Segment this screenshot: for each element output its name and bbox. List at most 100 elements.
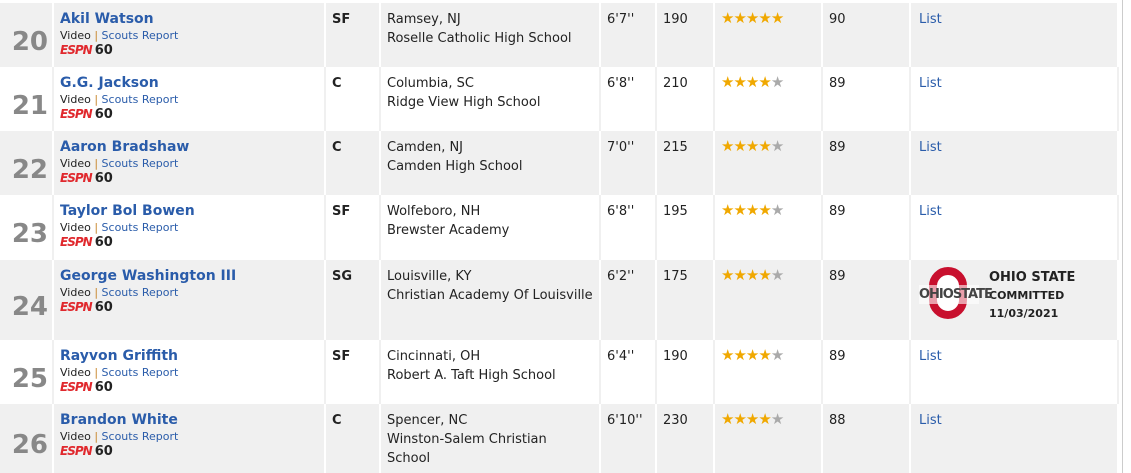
rank: 20 xyxy=(0,3,54,67)
sixty-text: 60 xyxy=(94,42,113,58)
espn-text: ESPN xyxy=(60,379,93,394)
scouts-report-link[interactable]: Scouts Report xyxy=(101,157,179,170)
video-link[interactable]: Video xyxy=(60,93,91,106)
player-name-link[interactable]: George Washington III xyxy=(60,268,237,284)
sixty-text: 60 xyxy=(94,443,113,459)
scouts-report-link[interactable]: Scouts Report xyxy=(101,430,179,443)
star-icon: ★ xyxy=(745,346,759,364)
weight: 215 xyxy=(656,131,715,195)
star-icon: ★ xyxy=(758,73,771,91)
espn-text: ESPN xyxy=(60,106,93,121)
star-icon: ★ xyxy=(733,266,746,284)
separator: | xyxy=(94,157,99,170)
player-name-link[interactable]: Rayvon Griffith xyxy=(60,348,178,364)
scouts-report-link[interactable]: Scouts Report xyxy=(101,221,179,234)
star-icon: ★ xyxy=(770,137,784,155)
table-row: 25 Rayvon Griffith Video | Scouts Report… xyxy=(0,340,1119,404)
height: 6'7'' xyxy=(600,3,657,67)
college-list-link[interactable]: List xyxy=(919,349,942,364)
sixty-text: 60 xyxy=(94,234,113,250)
height: 6'4'' xyxy=(600,340,657,404)
espn-text: ESPN xyxy=(60,170,93,185)
commit-status: COMMITTED xyxy=(989,288,1065,302)
rankings-table: 20 Akil Watson Video | Scouts Report ESP… xyxy=(0,3,1119,473)
separator: | xyxy=(94,286,99,299)
school-column: List xyxy=(910,340,1119,404)
star-icon: ★ xyxy=(721,346,734,364)
video-link[interactable]: Video xyxy=(60,430,91,443)
grade: 89 xyxy=(822,260,911,340)
video-link[interactable]: Video xyxy=(60,29,91,42)
scouts-report-link[interactable]: Scouts Report xyxy=(101,366,179,379)
table-row: 23 Taylor Bol Bowen Video | Scouts Repor… xyxy=(0,195,1119,260)
espn-text: ESPN xyxy=(60,299,93,314)
ohio-state-logo[interactable]: OHIOSTATE xyxy=(919,267,993,323)
table-row: 24 George Washington III Video | Scouts … xyxy=(0,260,1119,340)
star-icon: ★ xyxy=(733,410,746,428)
grade: 89 xyxy=(822,195,911,260)
star-icon: ★ xyxy=(733,137,746,155)
position: SG xyxy=(325,260,381,340)
star-icon: ★ xyxy=(745,201,759,219)
espn-text: ESPN xyxy=(60,234,93,249)
star-icon: ★ xyxy=(721,266,734,284)
college-list-link[interactable]: List xyxy=(919,140,942,155)
commit-date: 11/03/2021 xyxy=(989,306,1059,320)
scouts-report-link[interactable]: Scouts Report xyxy=(101,286,179,299)
star-icon: ★ xyxy=(721,410,734,428)
separator: | xyxy=(94,366,99,379)
separator: | xyxy=(94,29,99,42)
star-icon: ★ xyxy=(733,73,746,91)
college-list-link[interactable]: List xyxy=(919,204,942,219)
player-name-link[interactable]: Taylor Bol Bowen xyxy=(60,203,195,219)
grade: 89 xyxy=(822,67,911,131)
player-name-link[interactable]: Akil Watson xyxy=(60,11,154,27)
star-icon: ★ xyxy=(745,137,759,155)
star-rating: ★★★★★ xyxy=(714,404,823,473)
star-icon: ★ xyxy=(770,201,784,219)
star-icon: ★ xyxy=(770,410,784,428)
school-column: List xyxy=(910,67,1119,131)
video-link[interactable]: Video xyxy=(60,366,91,379)
star-rating: ★★★★★ xyxy=(714,340,823,404)
college-list-link[interactable]: List xyxy=(919,12,942,27)
college-list-link[interactable]: List xyxy=(919,76,942,91)
scouts-report-link[interactable]: Scouts Report xyxy=(101,93,179,106)
rank: 25 xyxy=(0,340,54,404)
player-name-link[interactable]: Brandon White xyxy=(60,412,178,428)
height: 6'2'' xyxy=(600,260,657,340)
espn-60-logo: ESPN 60 xyxy=(60,170,318,186)
height: 7'0'' xyxy=(600,131,657,195)
weight: 210 xyxy=(656,67,715,131)
player-name-link[interactable]: Aaron Bradshaw xyxy=(60,139,190,155)
table-row: 22 Aaron Bradshaw Video | Scouts Report … xyxy=(0,131,1119,195)
scouts-report-link[interactable]: Scouts Report xyxy=(101,29,179,42)
video-link[interactable]: Video xyxy=(60,221,91,234)
rank: 24 xyxy=(0,260,54,340)
position: SF xyxy=(325,195,381,260)
position: SF xyxy=(325,3,381,67)
star-icon: ★ xyxy=(758,201,771,219)
espn-60-logo: ESPN 60 xyxy=(60,299,318,315)
grade: 90 xyxy=(822,3,911,67)
player-name-link[interactable]: G.G. Jackson xyxy=(60,75,159,91)
star-icon: ★ xyxy=(758,137,771,155)
star-rating: ★★★★★ xyxy=(714,260,823,340)
position: C xyxy=(325,67,381,131)
school-column: List xyxy=(910,195,1119,260)
rank: 21 xyxy=(0,67,54,131)
rank: 22 xyxy=(0,131,54,195)
commit-team[interactable]: OHIO STATE xyxy=(989,269,1076,285)
school-column: List xyxy=(910,3,1119,67)
position: SF xyxy=(325,340,381,404)
grade: 89 xyxy=(822,340,911,404)
star-rating: ★★★★★ xyxy=(714,67,823,131)
video-link[interactable]: Video xyxy=(60,286,91,299)
school-column: List xyxy=(910,131,1119,195)
position: C xyxy=(325,131,381,195)
star-icon: ★ xyxy=(770,9,784,27)
star-icon: ★ xyxy=(758,410,771,428)
college-list-link[interactable]: List xyxy=(919,413,942,428)
espn-60-logo: ESPN 60 xyxy=(60,234,318,250)
video-link[interactable]: Video xyxy=(60,157,91,170)
